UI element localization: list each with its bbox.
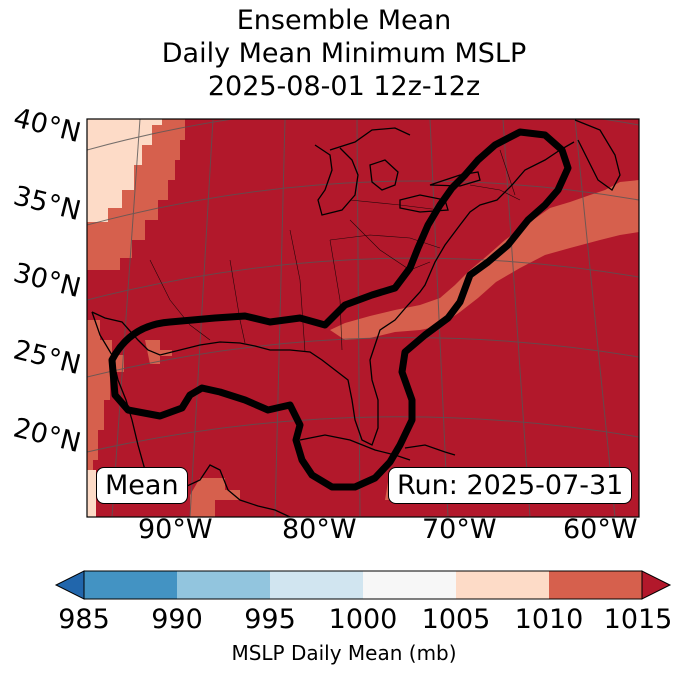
colorbar-segment <box>456 571 550 599</box>
title-line-1: Ensemble Mean <box>236 5 452 36</box>
title-line-3: 2025-08-01 12z-12z <box>207 71 481 102</box>
lon-label-60w: 60°W <box>563 514 638 545</box>
colorbar-frame <box>83 570 643 600</box>
colorbar-label: MSLP Daily Mean (mb) <box>231 641 457 665</box>
lon-label-90w: 90°W <box>138 514 213 545</box>
run-date-box: Run: 2025-07-31 <box>388 467 633 504</box>
cbar-tick-1005: 1005 <box>421 604 491 635</box>
chart-title: Ensemble Mean Daily Mean Minimum MSLP 20… <box>0 4 688 103</box>
pressure-field-1005-1010-gulf <box>145 340 172 364</box>
borders <box>149 149 521 353</box>
cbar-tick-1015: 1015 <box>603 604 673 635</box>
cbar-tick-995: 995 <box>244 604 296 635</box>
map-frame <box>86 118 640 518</box>
colorbar-segment <box>549 571 643 599</box>
coastlines <box>91 119 621 517</box>
pressure-field-1000-1005-southwest <box>87 470 96 517</box>
colorbar-segment <box>363 571 457 599</box>
cbar-tick-1010: 1010 <box>514 604 584 635</box>
pressure-field-1005-1010-yucatan <box>190 478 240 517</box>
cbar-tick-990: 990 <box>151 604 203 635</box>
graticule <box>87 119 639 517</box>
cbar-tick-1000: 1000 <box>328 604 398 635</box>
lon-label-80w: 80°W <box>282 514 357 545</box>
title-line-2: Daily Mean Minimum MSLP <box>161 38 527 69</box>
colorbar-segment <box>84 571 178 599</box>
mean-label-box: Mean <box>96 467 188 504</box>
colorbar-segment <box>177 571 271 599</box>
cbar-tick-985: 985 <box>58 604 110 635</box>
colorbar-segment <box>270 571 364 599</box>
colorbar-under-arrow <box>54 570 85 600</box>
colorbar-over-arrow <box>641 570 672 600</box>
lon-label-70w: 70°W <box>422 514 497 545</box>
pressure-contour-outline <box>108 128 572 491</box>
